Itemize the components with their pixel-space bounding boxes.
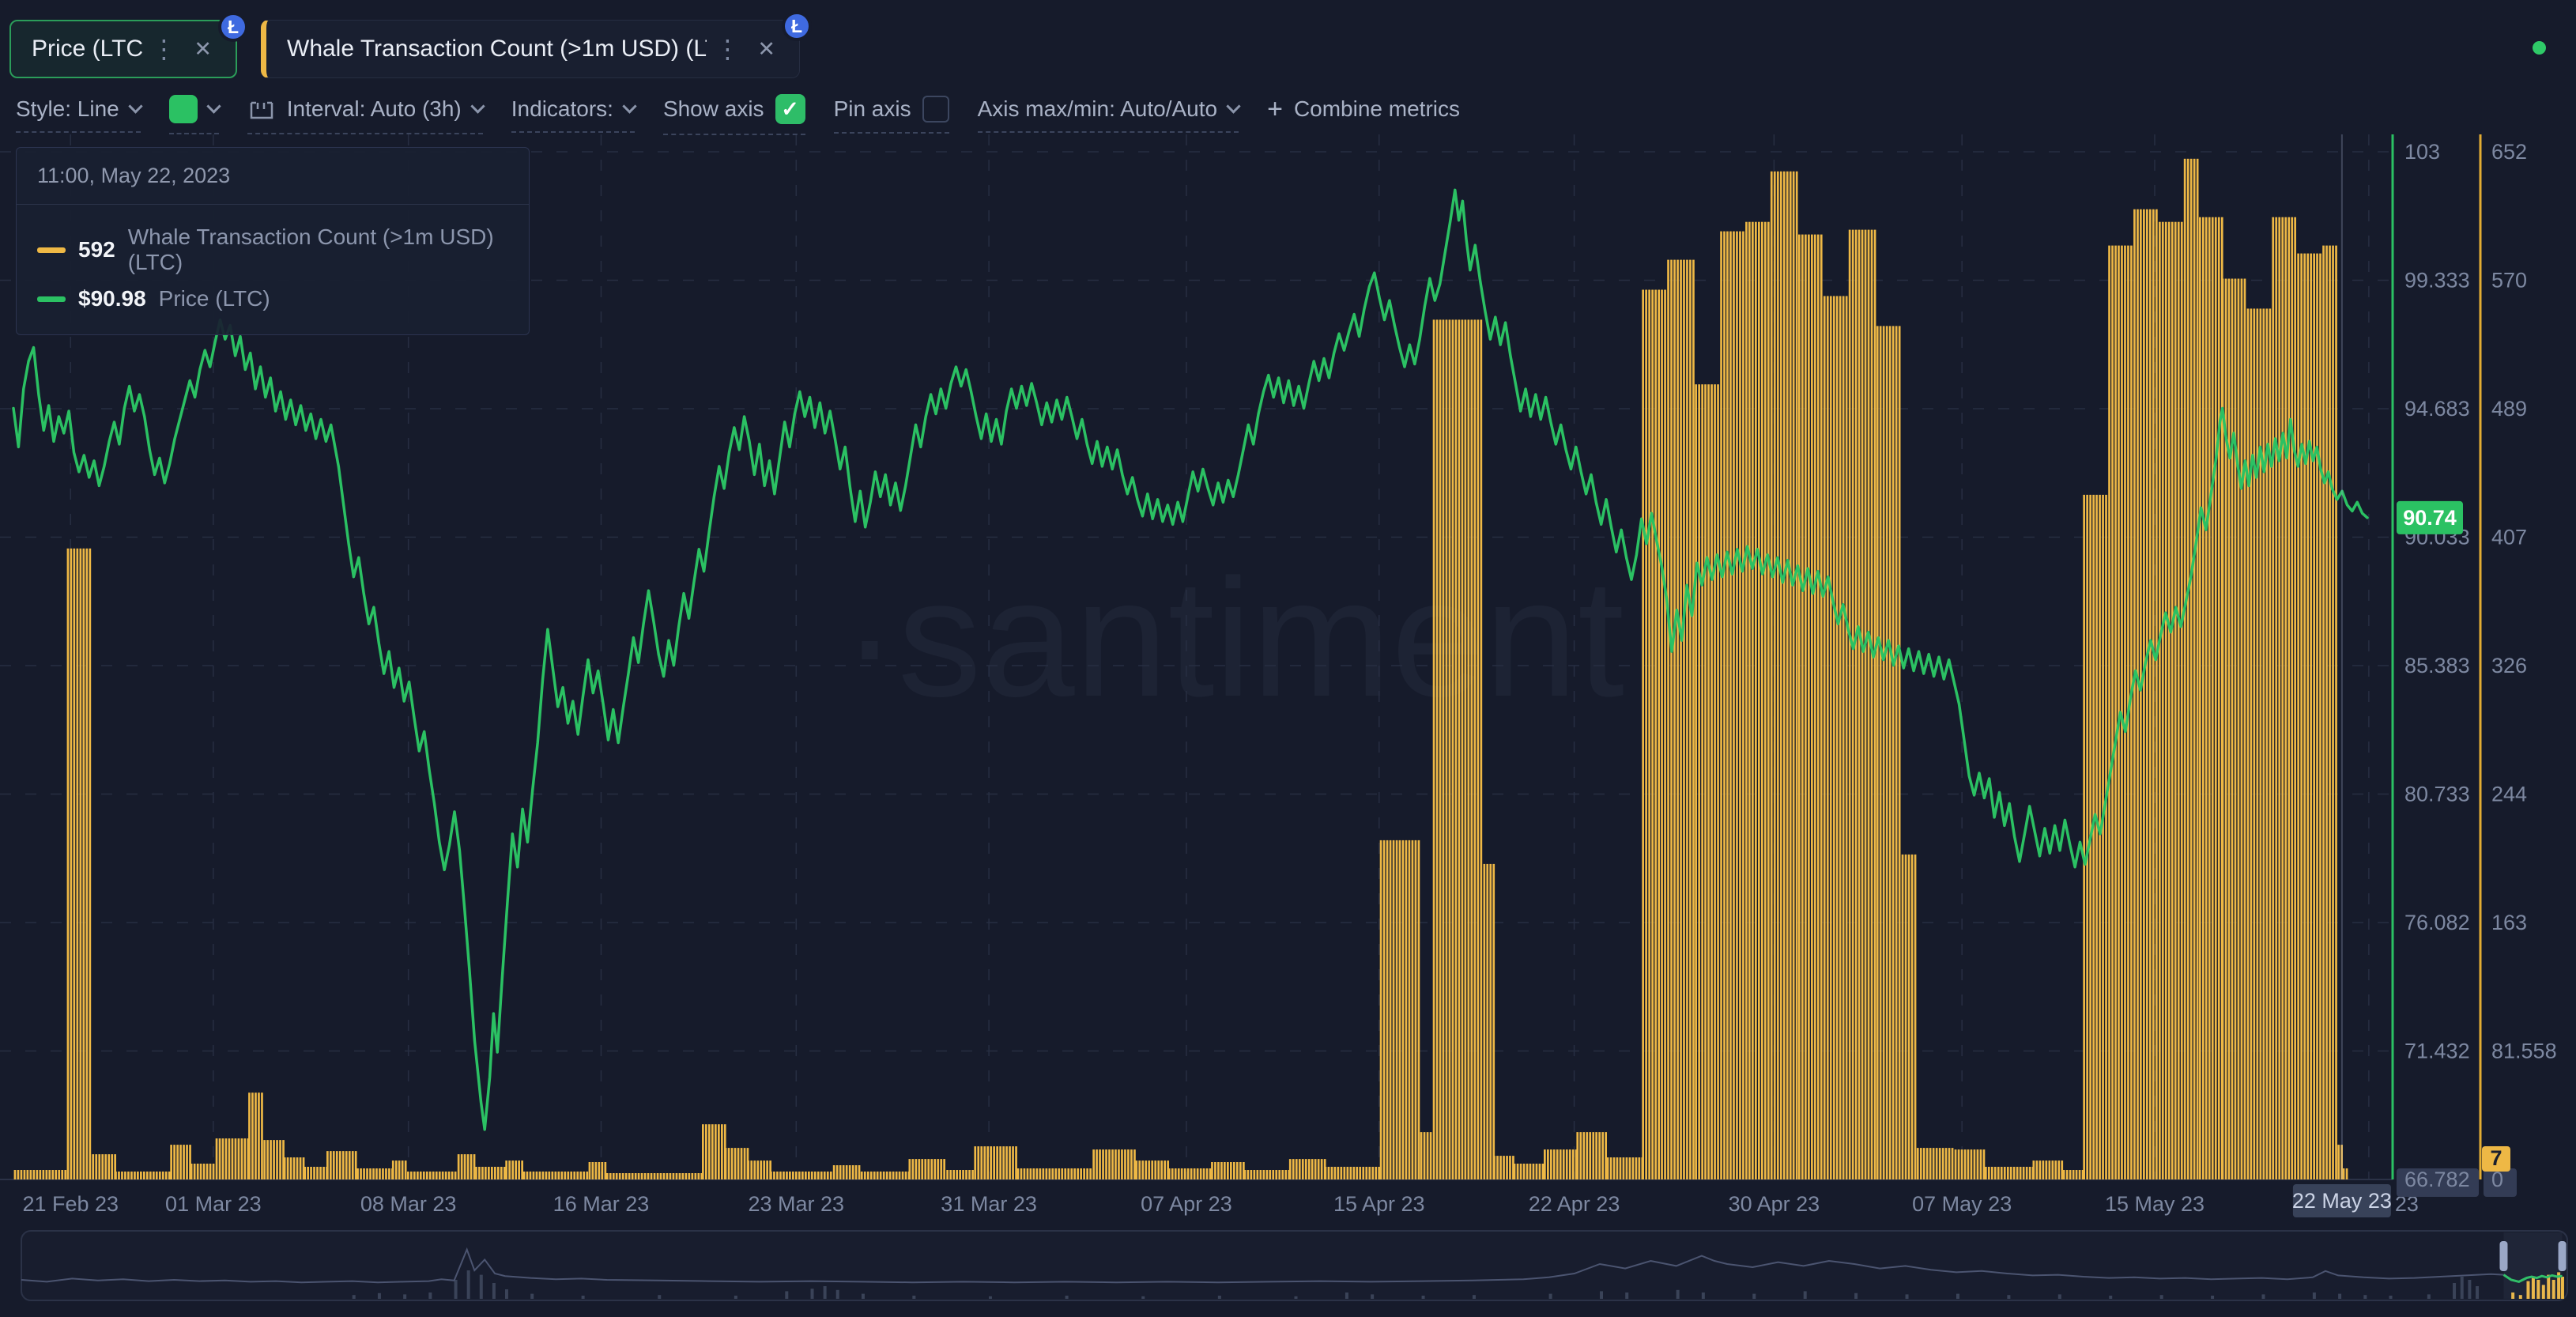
axis-maxmin-dropdown[interactable]: Axis max/min: Auto/Auto <box>977 96 1241 133</box>
price-current-badge <box>2397 500 2463 534</box>
svg-text:66.782: 66.782 <box>2404 1168 2470 1191</box>
navigator-frame <box>21 1230 2568 1301</box>
svg-text:652: 652 <box>2491 140 2527 164</box>
svg-text:570: 570 <box>2491 269 2527 292</box>
axis-maxmin-label: Axis max/min: Auto/Auto <box>977 96 1218 121</box>
count-current-badge <box>2482 1146 2510 1172</box>
tab-price-ltc[interactable]: Price (LTC) ⋮ ✕ Ł <box>9 12 248 78</box>
svg-text:31 Mar 23: 31 Mar 23 <box>941 1192 1037 1216</box>
show-axis-checkbox[interactable]: ✓ <box>775 94 805 124</box>
show-axis-toggle[interactable]: Show axis ✓ <box>662 94 805 135</box>
crosshair-date-badge <box>2292 1184 2391 1217</box>
svg-text:22 Apr 23: 22 Apr 23 <box>1529 1192 1620 1216</box>
svg-text:71.432: 71.432 <box>2404 1040 2470 1063</box>
svg-text:01 Mar 23: 01 Mar 23 <box>165 1192 262 1216</box>
svg-text:94.683: 94.683 <box>2404 397 2470 421</box>
pin-axis-toggle[interactable]: Pin axis <box>833 96 949 134</box>
navigator-history-line <box>21 1247 2504 1284</box>
color-swatch-dropdown[interactable] <box>168 95 221 134</box>
close-icon[interactable]: ✕ <box>194 36 212 61</box>
series-dash-icon <box>37 296 66 302</box>
litecoin-badge-icon: Ł <box>782 11 812 41</box>
count-axis-labels: 652 570 489 407 326 244 163 81.558 0 <box>2484 140 2557 1197</box>
tab-label: Whale Transaction Count (>1m USD) (LTC) <box>287 36 707 62</box>
interval-dropdown[interactable]: Interval: Auto (3h) <box>247 95 485 134</box>
tooltip-metric-name: Whale Transaction Count (>1m USD) (LTC) <box>127 225 494 274</box>
svg-text:81.558: 81.558 <box>2491 1040 2557 1063</box>
litecoin-badge-icon: Ł <box>218 12 248 42</box>
kebab-menu-icon[interactable]: ⋮ <box>715 35 741 63</box>
navigator-strip[interactable] <box>21 1230 2568 1301</box>
svg-text:08 Mar 23: 08 Mar 23 <box>360 1192 457 1216</box>
chart-toolbar: Style: Line Interval: Auto (3h) Indicato… <box>16 94 1460 136</box>
navigator-selected-bars <box>2511 1272 2564 1299</box>
interval-label: Interval: Auto (3h) <box>286 96 462 121</box>
tooltip-metric-name: Price (LTC) <box>158 286 270 311</box>
svg-text:76.082: 76.082 <box>2404 911 2470 934</box>
x-axis-labels: 21 Feb 23 01 Mar 23 08 Mar 23 16 Mar 23 23 M… <box>22 1192 2418 1216</box>
kebab-menu-icon[interactable]: ⋮ <box>151 35 177 63</box>
pin-axis-checkbox[interactable] <box>922 96 949 123</box>
style-label: Style: Line <box>16 96 119 121</box>
svg-text:23 Mar 23: 23 Mar 23 <box>749 1192 845 1216</box>
chevron-down-icon <box>206 98 221 114</box>
show-axis-label: Show axis <box>662 96 764 121</box>
interval-icon <box>250 101 273 119</box>
tooltip-row-whale: 592 Whale Transaction Count (>1m USD) (L… <box>37 219 508 281</box>
svg-text:0: 0 <box>2491 1168 2503 1191</box>
svg-text:90.74: 90.74 <box>2403 506 2457 530</box>
brush-handle-left[interactable] <box>2499 1241 2508 1271</box>
svg-text:244: 244 <box>2491 783 2527 806</box>
price-axis-labels: 10399.33394.68390.03385.38380.73376.0827… <box>2397 140 2479 1197</box>
svg-text:407: 407 <box>2491 526 2527 549</box>
tab-label: Price (LTC) <box>32 36 144 62</box>
svg-text:163: 163 <box>2491 911 2527 934</box>
combine-metrics-button[interactable]: + Combine metrics <box>1267 94 1460 136</box>
chevron-down-icon <box>622 98 637 114</box>
tooltip-timestamp: 11:00, May 22, 2023 <box>17 148 529 205</box>
svg-text:7: 7 <box>2490 1146 2502 1170</box>
tooltip-value: $90.98 <box>78 286 146 311</box>
svg-text:30 Apr 23: 30 Apr 23 <box>1729 1192 1820 1216</box>
tooltip-value: 592 <box>78 237 115 262</box>
navigator-bars <box>352 1270 2480 1299</box>
svg-text:16 Mar 23: 16 Mar 23 <box>553 1192 650 1216</box>
chart-tooltip: 11:00, May 22, 2023 592 Whale Transactio… <box>16 147 530 335</box>
chevron-down-icon <box>470 98 485 114</box>
tab-whale-transaction-count[interactable]: Whale Transaction Count (>1m USD) (LTC) … <box>261 11 812 78</box>
close-icon[interactable]: ✕ <box>757 36 775 61</box>
navigator-selection[interactable] <box>2503 1232 2563 1299</box>
combine-metrics-label: Combine metrics <box>1293 96 1460 121</box>
whale-transaction-bars <box>13 158 2348 1180</box>
series-dash-icon <box>37 247 66 253</box>
svg-text:07 May 23: 07 May 23 <box>1912 1192 2012 1216</box>
svg-text:489: 489 <box>2491 397 2527 421</box>
santiment-watermark: ·santiment <box>842 544 1624 731</box>
svg-text:99.333: 99.333 <box>2404 269 2470 292</box>
svg-text:15 Apr 23: 15 Apr 23 <box>1333 1192 1425 1216</box>
svg-text:85.383: 85.383 <box>2404 654 2470 677</box>
brush-handle-right[interactable] <box>2558 1241 2567 1271</box>
svg-text:15 May 23: 15 May 23 <box>2105 1192 2204 1216</box>
chevron-down-icon <box>1226 98 1241 114</box>
price-line <box>12 188 2369 1131</box>
chevron-down-icon <box>128 98 143 114</box>
svg-text:07 Apr 23: 07 Apr 23 <box>1141 1192 1232 1216</box>
pin-axis-label: Pin axis <box>833 96 911 121</box>
plus-icon: + <box>1267 93 1283 124</box>
svg-text:326: 326 <box>2491 654 2527 677</box>
svg-text:22 May 23: 22 May 23 <box>2292 1189 2392 1213</box>
svg-text:103: 103 <box>2404 140 2440 164</box>
indicators-label: Indicators: <box>511 96 613 121</box>
navigator-selected-line <box>2502 1274 2563 1283</box>
svg-text:21 Feb 23: 21 Feb 23 <box>22 1192 119 1216</box>
svg-text:80.733: 80.733 <box>2404 783 2470 806</box>
style-dropdown[interactable]: Style: Line <box>16 96 143 133</box>
tooltip-row-price: $90.98 Price (LTC) <box>37 281 508 317</box>
connection-status-dot <box>2533 41 2546 55</box>
indicators-dropdown[interactable]: Indicators: <box>511 96 637 133</box>
metric-color-swatch[interactable] <box>168 95 198 123</box>
